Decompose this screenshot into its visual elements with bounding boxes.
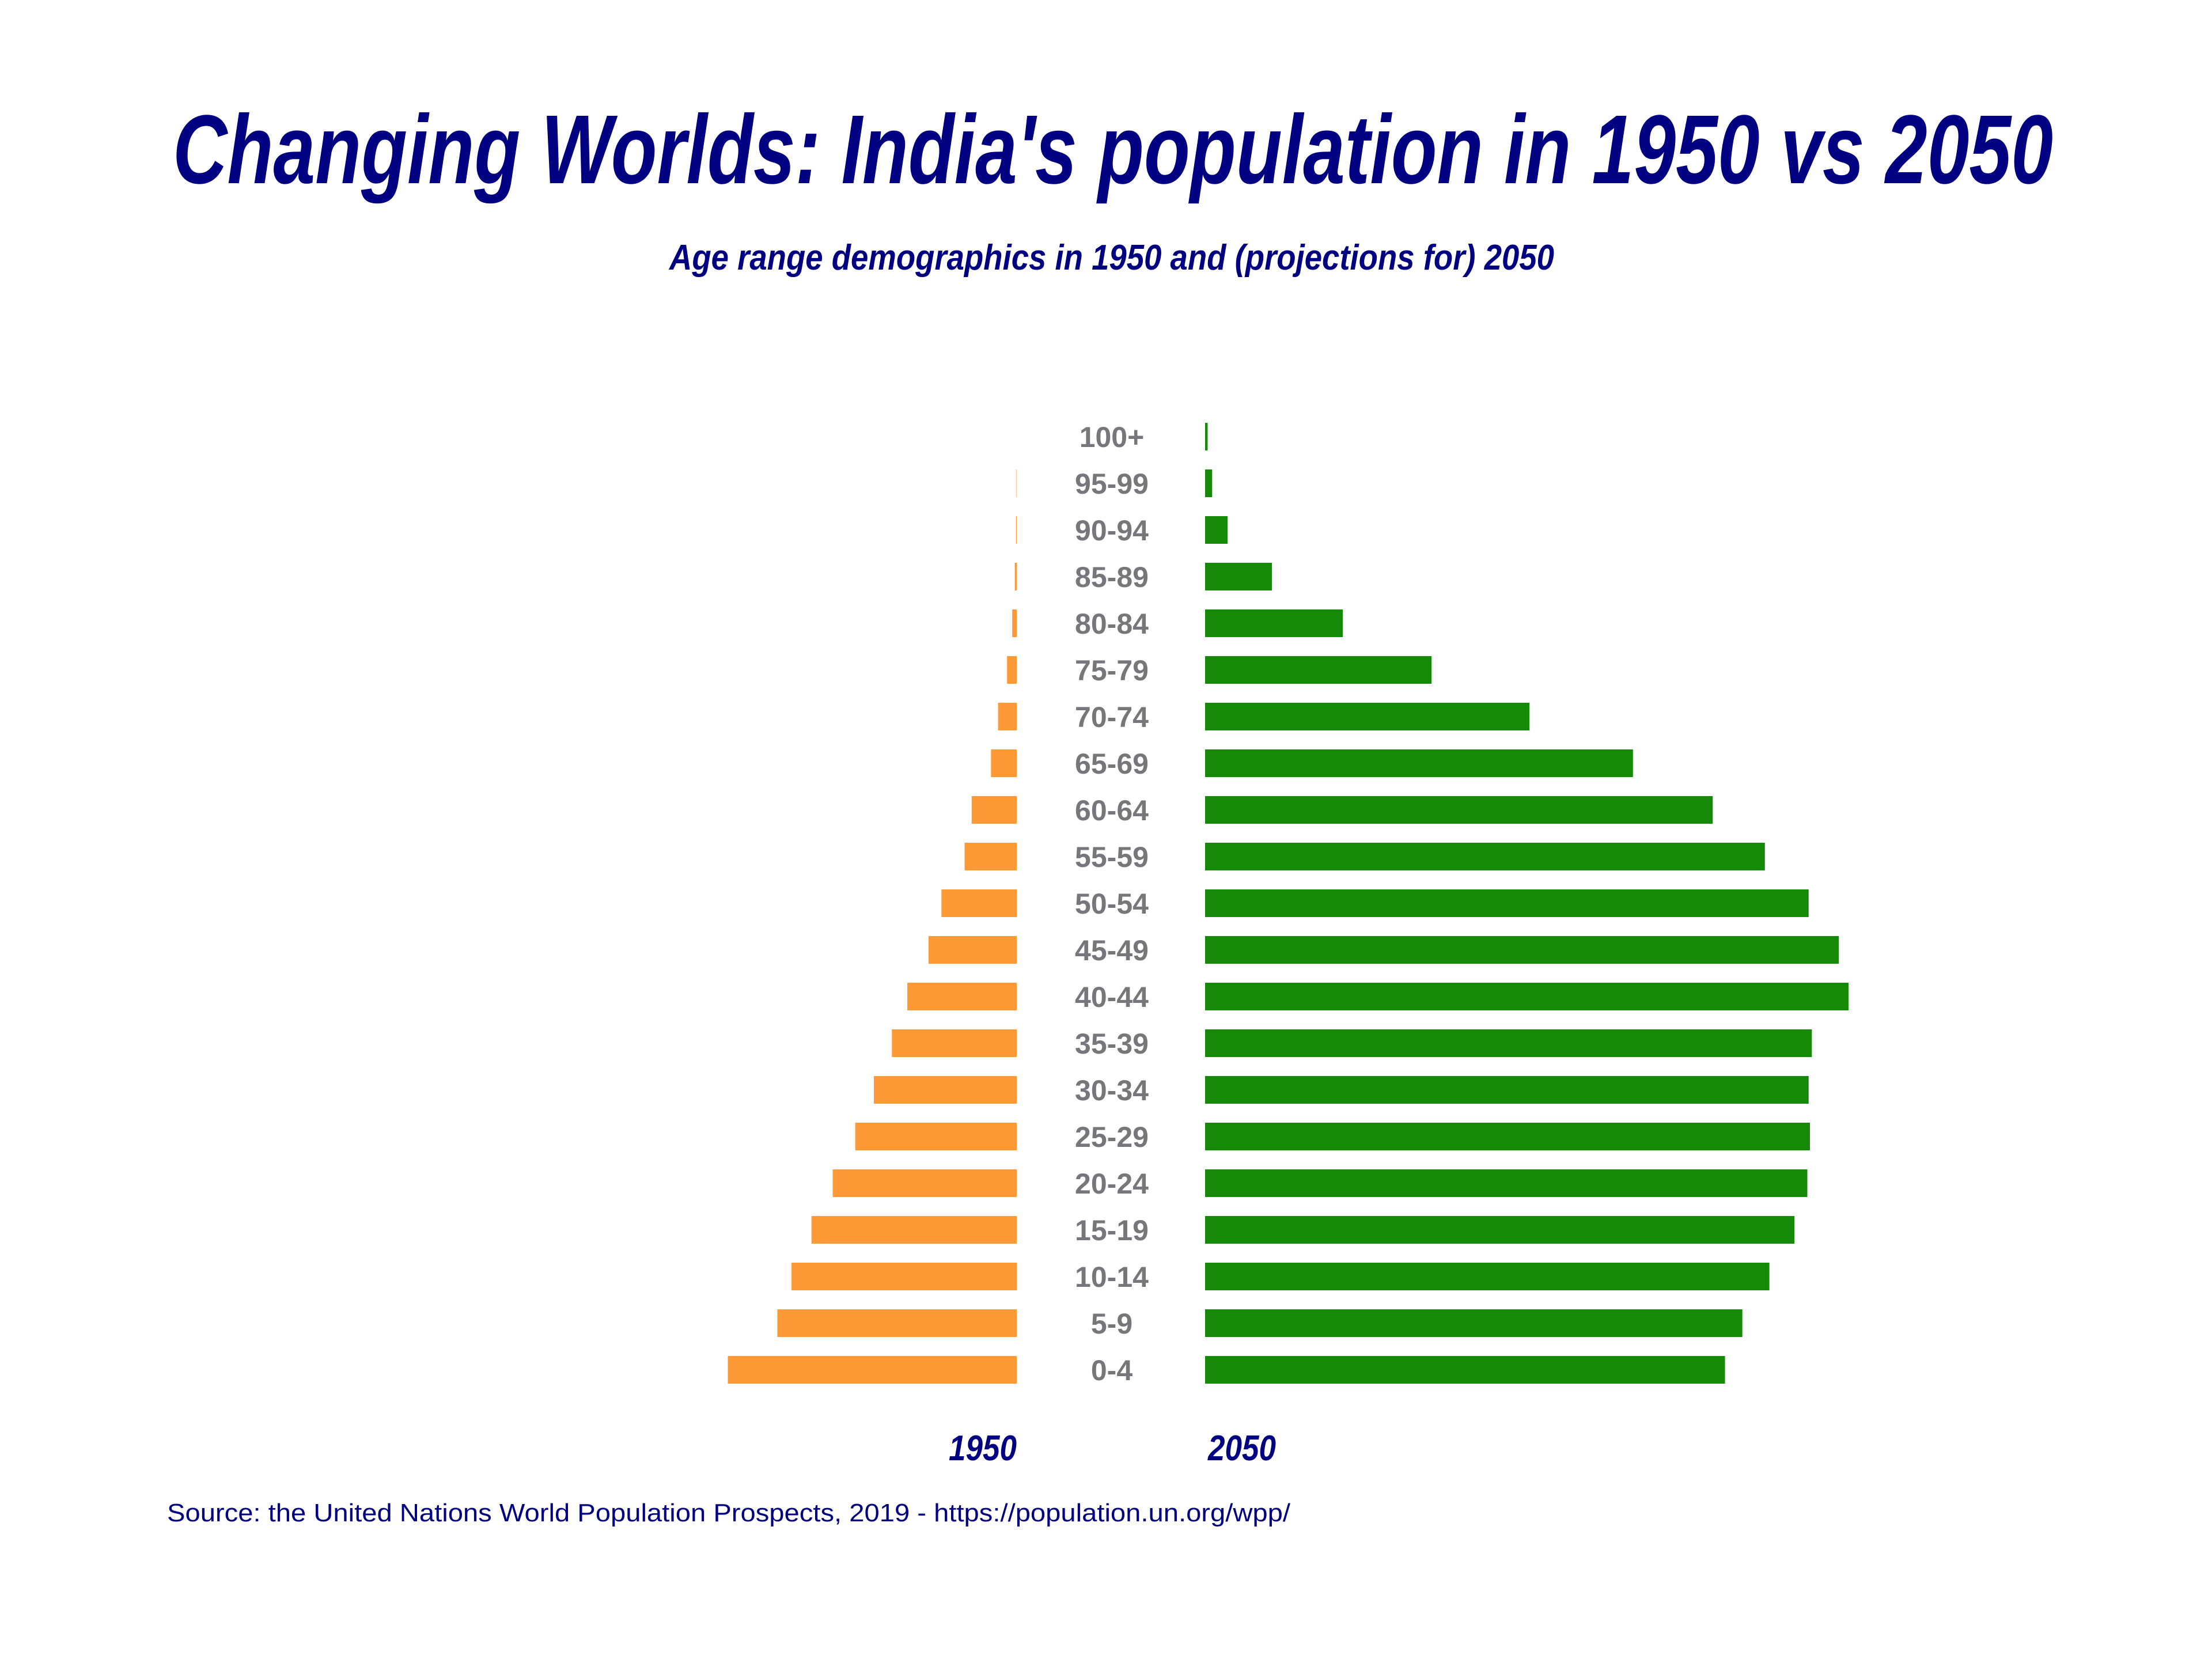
category-label: 40-44: [1075, 981, 1149, 1013]
bar-2050-70-74: [1205, 703, 1529, 730]
bar-2050-60-64: [1205, 796, 1713, 824]
category-labels: 100+ 95-99 90-94 85-89 80-84 75-79 70-74 65-69 6…: [1075, 421, 1149, 1387]
bar-2050-75-79: [1205, 656, 1432, 684]
bar-2050-20-24: [1205, 1169, 1808, 1197]
bar-1950-80-84: [1012, 609, 1017, 637]
bar-2050-45-49: [1205, 936, 1839, 964]
legend-2050: 2050: [1207, 1429, 1276, 1468]
bar-2050-40-44: [1205, 983, 1849, 1010]
bar-2050-90-94: [1205, 516, 1228, 544]
category-label: 100+: [1080, 421, 1145, 453]
category-label: 20-24: [1075, 1168, 1149, 1200]
bar-2050-25-29: [1205, 1123, 1810, 1150]
category-label: 80-84: [1075, 608, 1149, 640]
category-label: 5-9: [1091, 1308, 1132, 1340]
category-label: 50-54: [1075, 888, 1149, 920]
category-label: 65-69: [1075, 748, 1149, 780]
category-label: 55-59: [1075, 841, 1149, 873]
bar-2050-95-99: [1205, 469, 1213, 497]
bar-2050-80-84: [1205, 609, 1343, 637]
bar-2050-30-34: [1205, 1076, 1809, 1104]
chart-title: Changing Worlds: India's population in 1…: [173, 95, 2053, 204]
bar-1950-20-24: [832, 1169, 1017, 1197]
bars-group: [728, 423, 1849, 1384]
bar-1950-5-9: [777, 1309, 1017, 1337]
category-label: 60-64: [1075, 794, 1149, 827]
bar-1950-30-34: [874, 1076, 1017, 1104]
bar-2050-65-69: [1205, 749, 1633, 777]
category-label: 35-39: [1075, 1028, 1149, 1060]
bar-1950-70-74: [998, 703, 1017, 730]
bar-2050-10-14: [1205, 1263, 1770, 1290]
bar-1950-60-64: [971, 796, 1017, 824]
bar-2050-0-4: [1205, 1356, 1725, 1384]
bar-2050-50-54: [1205, 889, 1809, 917]
bar-2050-55-59: [1205, 843, 1765, 870]
category-label: 85-89: [1075, 561, 1149, 593]
category-label: 25-29: [1075, 1121, 1149, 1153]
chart-subtitle: Age range demographics in 1950 and (proj…: [668, 238, 1554, 278]
bar-1950-75-79: [1007, 656, 1017, 684]
bar-1950-55-59: [964, 843, 1017, 870]
bar-1950-35-39: [892, 1029, 1017, 1057]
category-label: 75-79: [1075, 654, 1149, 687]
category-label: 15-19: [1075, 1214, 1149, 1247]
bar-1950-85-89: [1014, 563, 1017, 590]
category-label: 10-14: [1075, 1261, 1149, 1293]
legend-1950: 1950: [949, 1429, 1017, 1468]
category-label: 0-4: [1091, 1354, 1132, 1387]
bar-1950-95-99: [1016, 469, 1017, 497]
bar-1950-65-69: [991, 749, 1017, 777]
bar-2050-15-19: [1205, 1216, 1795, 1244]
bar-1950-40-44: [907, 983, 1017, 1010]
bar-2050-100+: [1205, 423, 1208, 450]
bar-2050-35-39: [1205, 1029, 1812, 1057]
source-note: Source: the United Nations World Populat…: [167, 1499, 1291, 1527]
bar-1950-25-29: [855, 1123, 1017, 1150]
category-label: 45-49: [1075, 934, 1149, 967]
bar-1950-0-4: [728, 1356, 1017, 1384]
bar-2050-85-89: [1205, 563, 1272, 590]
bar-2050-5-9: [1205, 1309, 1743, 1337]
category-label: 30-34: [1075, 1074, 1149, 1107]
bar-1950-15-19: [811, 1216, 1017, 1244]
bar-1950-50-54: [941, 889, 1017, 917]
category-label: 70-74: [1075, 701, 1149, 733]
bar-1950-90-94: [1016, 516, 1017, 544]
category-label: 90-94: [1075, 514, 1149, 547]
category-label: 95-99: [1075, 468, 1149, 500]
bar-1950-45-49: [928, 936, 1017, 964]
bar-1950-10-14: [791, 1263, 1017, 1290]
